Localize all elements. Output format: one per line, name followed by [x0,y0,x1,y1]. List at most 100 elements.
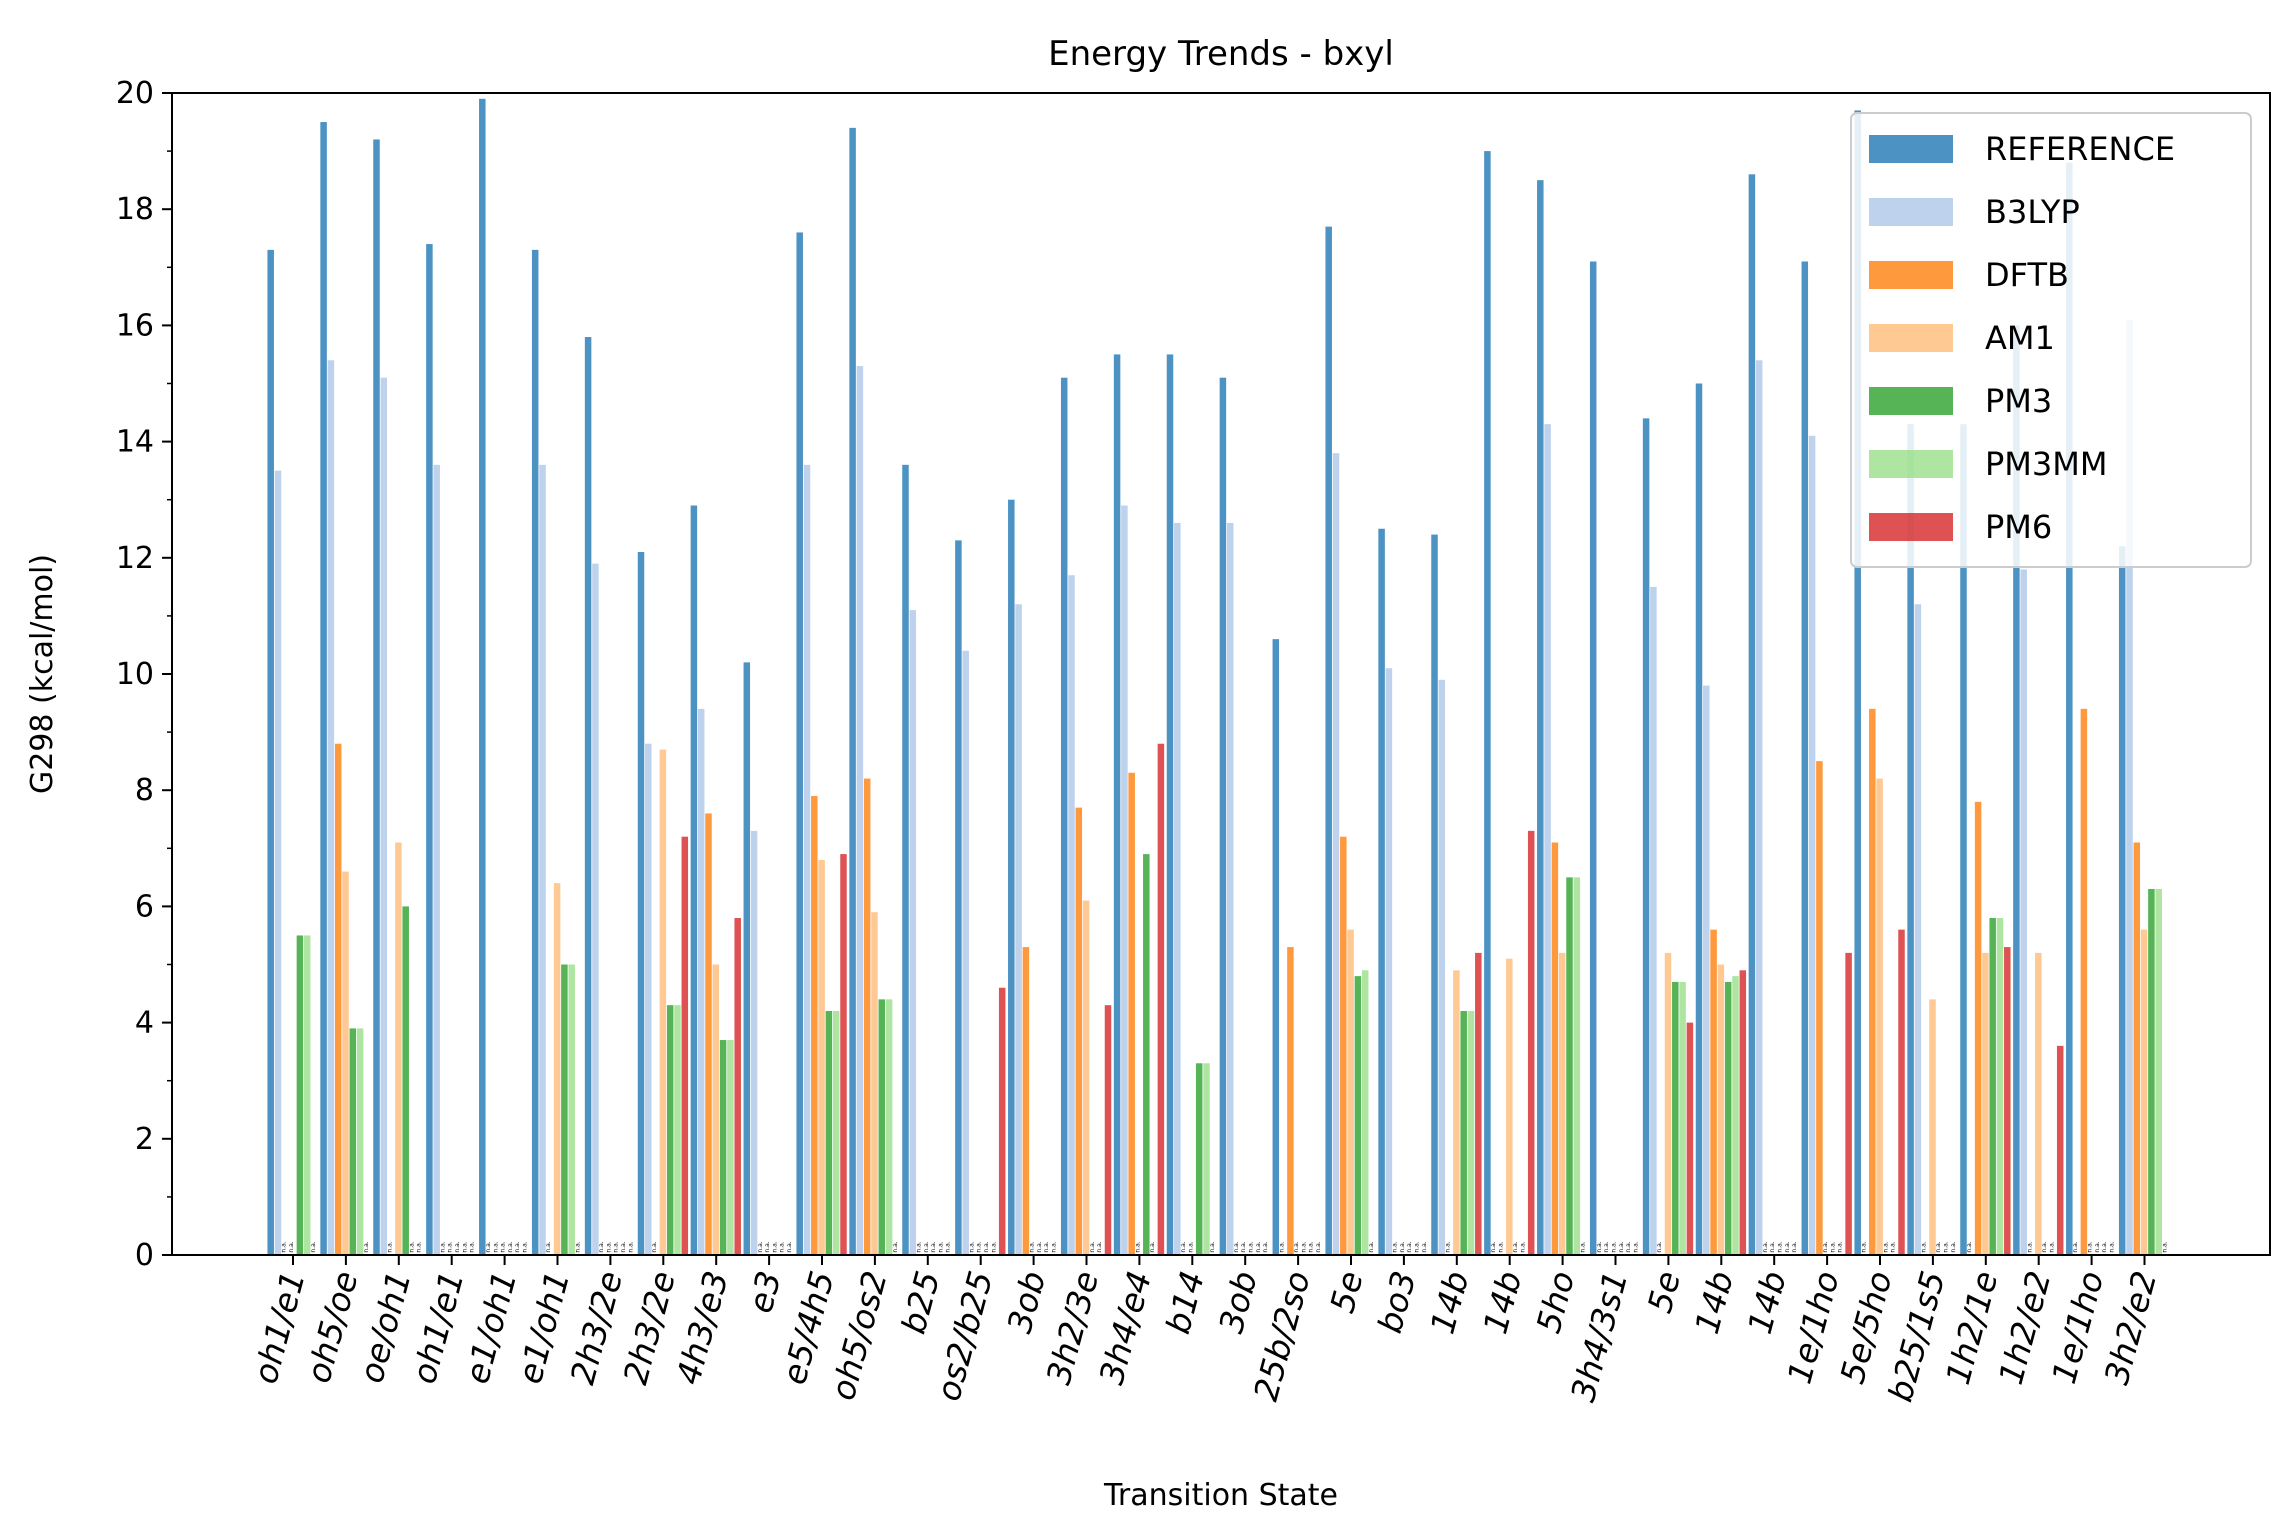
na-label-pm3-30: n.a. [1882,1241,1889,1252]
bar-pm3mm-17 [1203,1063,1210,1255]
bar-pm6-32 [2004,947,2011,1255]
na-label-dftb-3: n.a. [439,1241,446,1252]
bar-pm3mm-7 [674,1005,681,1255]
na-label-pm3-29: n.a. [1829,1241,1836,1252]
na-label-pm6-25: n.a. [1632,1241,1639,1252]
bar-am1-20 [1347,929,1354,1255]
bar-pm6-10 [840,854,847,1255]
bar-am1-24 [1558,952,1566,1255]
bar-pm3-17 [1195,1063,1203,1255]
bar-b3lyp-28 [1755,360,1763,1255]
na-label-am1-3: n.a. [447,1241,454,1252]
na-label-pm6-17: n.a. [1209,1241,1216,1252]
na-label-pm3-4: n.a. [507,1241,514,1252]
legend-items: REFERENCE B3LYP DFTB AM1 PM3 PM3MM PM6 [1869,130,2175,546]
bar-pm3-8 [719,1040,727,1255]
bar-b3lyp-12 [909,610,917,1255]
na-label-pm6-5: n.a. [574,1241,581,1252]
bar-dftb-11 [863,778,871,1255]
na-label-dftb-5: n.a. [545,1241,552,1252]
y-tick-label-4: 4 [135,1006,154,1041]
bar-pm3-26 [1672,981,1679,1255]
bar-pm6-33 [2056,1045,2064,1255]
na-label-am1-17: n.a. [1187,1241,1194,1252]
bar-reference-13 [955,540,962,1255]
bar-reference-12 [902,464,909,1256]
na-label-pm3mm-6: n.a. [620,1241,627,1252]
na-label-dftb-31: n.a. [1921,1241,1928,1252]
na-label-pm3mm-28: n.a. [1784,1241,1791,1252]
y-tick-label-14: 14 [116,425,154,460]
legend-label-pm6: PM6 [1985,508,2052,546]
bar-reference-21 [1378,528,1385,1255]
bar-pm6-13 [998,987,1006,1255]
bar-am1-32 [1982,952,1989,1255]
na-label-pm6-21: n.a. [1421,1241,1428,1252]
bar-b3lyp-16 [1121,505,1128,1255]
bar-dftb-15 [1075,807,1083,1255]
na-label-pm6-2: n.a. [416,1241,423,1252]
na-label-am1-25: n.a. [1611,1241,1618,1252]
bar-b3lyp-26 [1650,586,1657,1255]
bar-dftb-24 [1551,842,1559,1255]
na-label-dftb-21: n.a. [1392,1241,1399,1252]
na-label-am1-0: n.a. [288,1241,295,1252]
legend-swatch-pm3 [1869,387,1953,415]
bar-b3lyp-2 [380,377,388,1255]
y-tick-label-18: 18 [116,192,154,227]
na-label-am1-34: n.a. [2087,1241,2094,1252]
bar-reference-24 [1537,180,1544,1255]
bar-pm3mm-8 [727,1040,734,1255]
bar-reference-22 [1431,534,1438,1255]
bar-pm6-22 [1475,952,1482,1255]
bar-b3lyp-0 [274,470,282,1255]
x-axis-label: Transition State [1103,1478,1338,1513]
bar-pm6-27 [1739,970,1747,1255]
na-label-pm3mm-2: n.a. [408,1241,415,1252]
bar-pm3-10 [825,1010,833,1255]
bar-reference-32 [1960,424,1967,1255]
na-label-am1-9: n.a. [764,1241,771,1252]
y-tick-label-2: 2 [135,1122,154,1157]
na-label-dftb-18: n.a. [1233,1241,1240,1252]
bar-reference-28 [1748,174,1756,1256]
bar-reference-23 [1484,151,1491,1256]
bar-reference-34 [2066,162,2073,1256]
na-label-pm6-0: n.a. [310,1241,317,1252]
bar-dftb-29 [1816,761,1823,1255]
legend-label-reference: REFERENCE [1985,130,2175,168]
bar-pm3mm-35 [2155,888,2162,1255]
na-label-pm3mm-3: n.a. [461,1241,468,1252]
bar-pm3-1 [349,1028,357,1255]
bar-b3lyp-21 [1385,668,1393,1255]
bar-reference-9 [743,662,751,1255]
na-label-pm3-18: n.a. [1248,1241,1255,1252]
na-label-am1-19: n.a. [1293,1241,1300,1252]
bar-pm3mm-27 [1732,976,1739,1255]
na-label-pm3mm-21: n.a. [1414,1241,1421,1252]
na-label-pm6-35: n.a. [2161,1241,2168,1252]
na-label-pm6-11: n.a. [892,1241,899,1252]
bar-b3lyp-15 [1068,575,1075,1255]
na-label-dftb-23: n.a. [1497,1241,1504,1252]
bar-reference-6 [584,337,592,1255]
bar-reference-31 [1907,424,1914,1255]
na-label-pm6-4: n.a. [522,1241,529,1252]
na-label-am1-13: n.a. [976,1241,983,1252]
na-label-pm3mm-13: n.a. [990,1241,997,1252]
bar-pm3-20 [1354,976,1362,1255]
bar-b3lyp-9 [750,830,758,1255]
bar-pm3-32 [1989,918,1996,1255]
bar-dftb-1 [334,743,342,1255]
na-label-pm6-14: n.a. [1051,1241,1058,1252]
bar-reference-14 [1008,499,1015,1255]
bar-reference-33 [2013,325,2020,1255]
na-label-am1-28: n.a. [1769,1241,1776,1252]
na-label-pm3mm-18: n.a. [1255,1241,1262,1252]
na-label-pm3-14: n.a. [1036,1241,1043,1252]
bar-pm3mm-24 [1573,877,1581,1255]
bar-reference-35 [2118,546,2126,1255]
na-label-pm3-25: n.a. [1618,1241,1625,1252]
y-tick-label-20: 20 [116,76,154,111]
bar-reference-16 [1113,354,1121,1255]
